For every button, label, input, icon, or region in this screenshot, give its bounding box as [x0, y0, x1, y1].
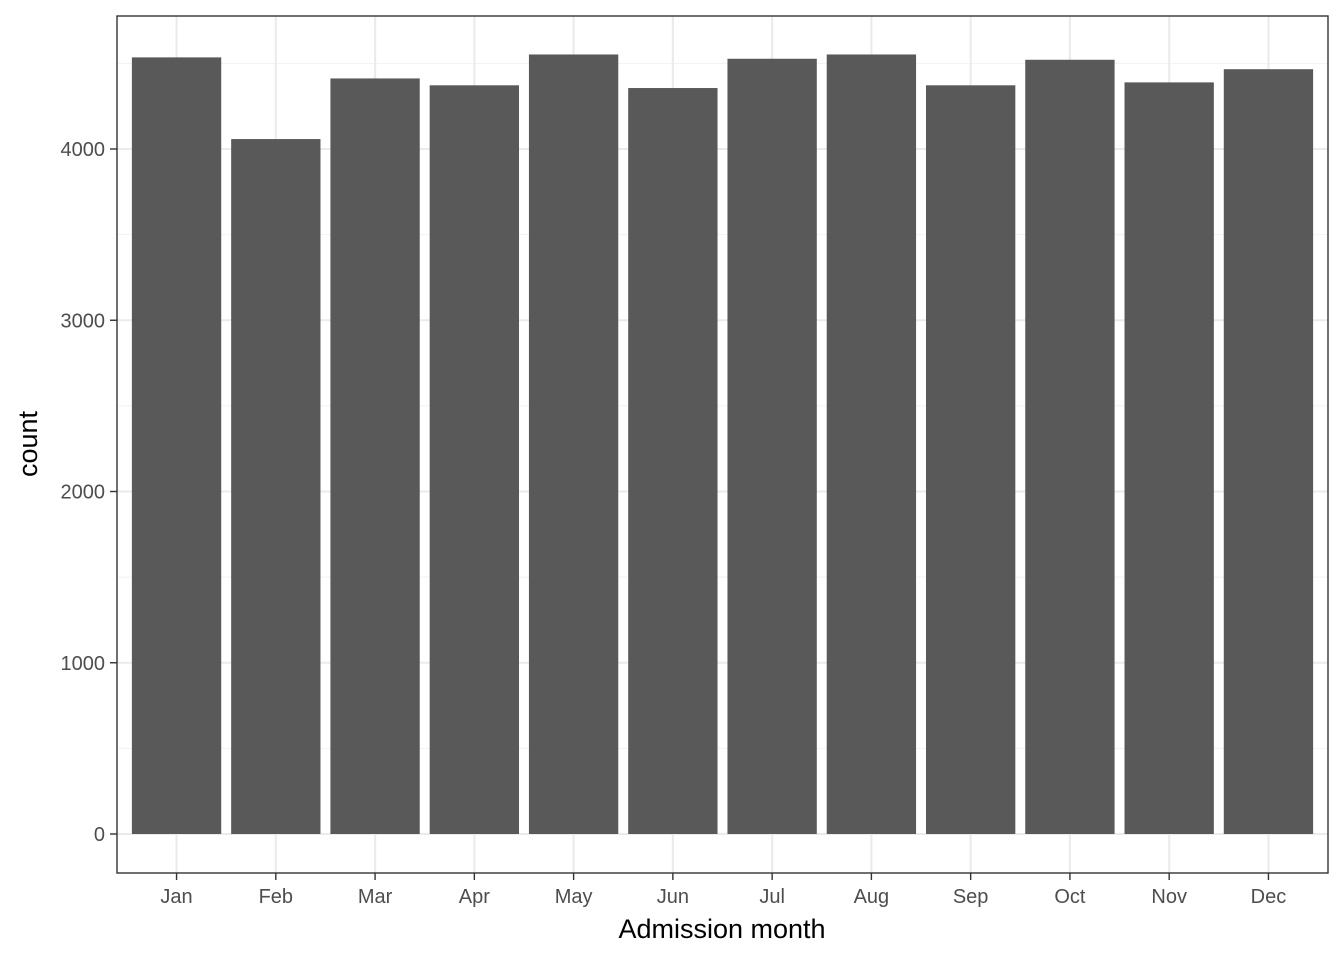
x-tick-label-sep: Sep [953, 886, 989, 908]
bar-mar [330, 78, 420, 834]
bar-feb [231, 139, 321, 834]
y-tick-label: 1000 [61, 653, 106, 675]
x-tick-label-apr: Apr [459, 886, 490, 908]
x-tick-label-mar: Mar [358, 886, 393, 908]
bar-apr [429, 85, 520, 835]
y-axis: 0 1000 2000 3000 4000 [61, 139, 117, 846]
bar-may [528, 54, 619, 835]
x-tick-label-may: May [555, 886, 593, 908]
bar-jul [727, 58, 817, 835]
x-tick-label-jul: Jul [759, 886, 785, 908]
x-tick-label-nov: Nov [1151, 886, 1187, 908]
bar-jan [131, 57, 222, 835]
bar-nov [1124, 82, 1214, 835]
bar-sep [925, 85, 1016, 835]
bar-jun [628, 88, 718, 834]
y-tick-label: 0 [94, 824, 105, 846]
x-tick-label-oct: Oct [1054, 886, 1086, 908]
x-tick-label-jun: Jun [657, 886, 689, 908]
x-tick-label-dec: Dec [1251, 886, 1287, 908]
x-tick-label-aug: Aug [854, 886, 890, 908]
y-axis-title: count [13, 410, 43, 477]
y-tick-label: 4000 [61, 139, 106, 161]
y-tick-label: 2000 [61, 482, 106, 504]
bar-oct [1025, 59, 1115, 835]
bars [131, 54, 1314, 835]
bar-aug [826, 54, 917, 835]
x-tick-label-feb: Feb [259, 886, 293, 908]
x-tick-label-jan: Jan [160, 886, 192, 908]
panel-border [116, 15, 1329, 874]
x-axis: Jan Feb Mar Apr May Jun Jul Aug Sep Oct Nov Dec [160, 873, 1286, 908]
y-tick-label: 3000 [61, 310, 106, 332]
x-axis-title: Admission month [618, 914, 825, 944]
bar-dec [1223, 69, 1314, 834]
